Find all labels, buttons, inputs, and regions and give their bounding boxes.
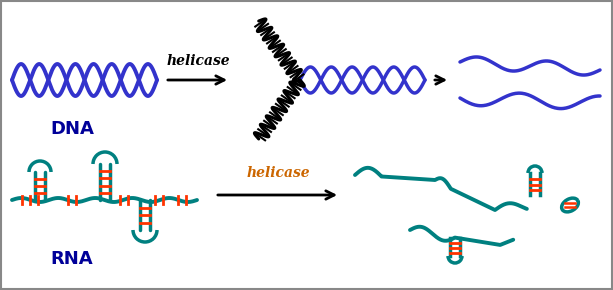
Text: helicase: helicase — [166, 54, 230, 68]
Text: DNA: DNA — [50, 120, 94, 138]
Text: RNA: RNA — [51, 250, 93, 268]
Text: helicase: helicase — [246, 166, 310, 180]
